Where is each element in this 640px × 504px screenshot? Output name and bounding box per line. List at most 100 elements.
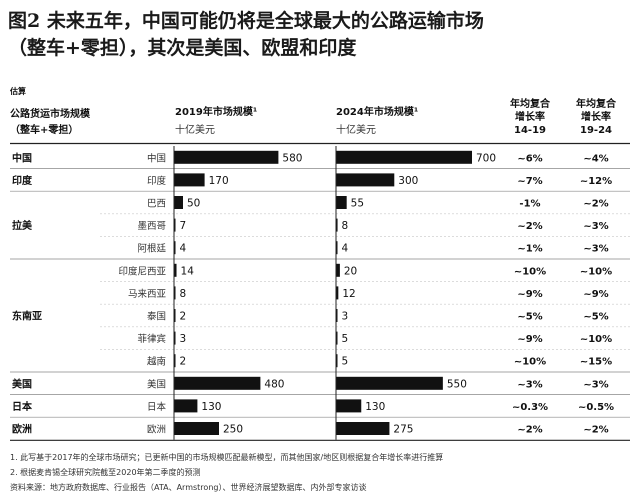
cagr-19-24-value: ~2% xyxy=(583,199,608,210)
category-label: 越南 xyxy=(147,356,166,368)
group-label: 美国 xyxy=(12,377,32,390)
cagr-14-19-value: ~7% xyxy=(517,176,542,187)
group-label: 拉美 xyxy=(12,219,33,232)
cagr-14-19-value: ~9% xyxy=(517,334,542,345)
cagr-19-24-value: ~5% xyxy=(583,312,608,323)
cagr-14-19-value: ~1% xyxy=(517,244,542,255)
bar-2019 xyxy=(174,286,176,300)
data-label-2024: 5 xyxy=(342,356,349,368)
data-label-2024: 20 xyxy=(344,265,357,277)
estimate-label: 估算 xyxy=(10,87,26,96)
data-label-2024: 550 xyxy=(447,378,467,390)
bar-2019 xyxy=(174,241,176,255)
cagr-19-24-value: ~12% xyxy=(580,176,612,187)
bar-2024 xyxy=(336,173,395,187)
bar-2024 xyxy=(336,422,390,435)
data-label-2024: 8 xyxy=(342,220,349,232)
bar-2019 xyxy=(174,331,176,345)
cagr-14-19-value: ~10% xyxy=(514,266,546,277)
group-label: 印度 xyxy=(12,174,33,187)
col-2024-unit: 十亿美元 xyxy=(336,125,376,136)
data-label-2019: 8 xyxy=(180,288,187,300)
bar-2019 xyxy=(174,150,279,164)
cagr-14-19-value: ~10% xyxy=(514,357,546,368)
cagr-19-24-line3: 19-24 xyxy=(580,125,612,136)
data-label-2019: 3 xyxy=(180,333,187,345)
category-label: 泰国 xyxy=(147,311,166,323)
bar-2024 xyxy=(336,309,338,322)
cagr-14-19-header: 年均复合 增长率 14-19 xyxy=(500,98,560,137)
category-label: 墨西哥 xyxy=(137,221,166,232)
data-label-2024: 55 xyxy=(351,198,364,210)
data-label-2024: 275 xyxy=(393,424,413,436)
chart-title-line1: 图2 未来五年，中国可能仍将是全球最大的公路运输市场 xyxy=(8,10,484,32)
bar-2019 xyxy=(174,218,176,232)
data-label-2024: 3 xyxy=(342,311,349,323)
category-label: 菲律宾 xyxy=(137,333,166,345)
bar-2024 xyxy=(336,354,338,368)
bar-2024 xyxy=(336,196,347,209)
cagr-14-19-value: ~9% xyxy=(517,289,542,300)
cagr-19-24-value: ~9% xyxy=(583,289,608,300)
data-label-2019: 7 xyxy=(180,220,187,232)
bar-2019 xyxy=(174,422,219,435)
category-label: 日本 xyxy=(147,401,167,413)
bar-2024 xyxy=(336,399,362,413)
data-label-2019: 2 xyxy=(180,356,187,368)
cagr-19-24-value: ~2% xyxy=(583,425,608,436)
group-label: 欧洲 xyxy=(12,423,32,436)
cagr-19-24-value: ~10% xyxy=(580,334,612,345)
category-label: 印度尼西亚 xyxy=(118,265,166,277)
data-label-2019: 480 xyxy=(264,378,284,390)
category-label: 欧洲 xyxy=(147,424,166,436)
bar-2019 xyxy=(174,354,176,368)
cagr-19-24-value: ~3% xyxy=(583,379,608,390)
cagr-14-19-line3: 14-19 xyxy=(514,125,546,136)
cagr-19-24-value: ~3% xyxy=(583,244,608,255)
cagr-14-19-value: -1% xyxy=(519,199,540,210)
category-label: 阿根廷 xyxy=(137,243,166,255)
data-label-2024: 12 xyxy=(342,288,355,300)
footnote-1: 1. 此写基于2017年的全球市场研究；已更新中国的市场规模匹配最新模型，而其他… xyxy=(10,453,444,462)
cagr-19-24-line2: 增长率 xyxy=(581,112,611,123)
group-label: 东南亚 xyxy=(12,310,42,323)
cagr-19-24-line1: 年均复合 xyxy=(576,99,616,110)
data-label-2019: 170 xyxy=(209,175,229,187)
bar-2019 xyxy=(174,376,261,390)
chart-title-line2: （整车+零担），其次是美国、欧盟和印度 xyxy=(8,37,357,59)
col-2024-title: 2024年市场规模¹ xyxy=(336,107,419,118)
cagr-19-24-value: ~15% xyxy=(580,357,612,368)
bar-2019 xyxy=(174,173,205,187)
group-label: 中国 xyxy=(12,151,32,164)
bar-2024 xyxy=(336,241,338,255)
bar-2019 xyxy=(174,196,183,209)
cagr-19-24-value: ~10% xyxy=(580,266,612,277)
footnote-2: 2. 根据麦肯锡全球研究院截至2020年第二季度的预测 xyxy=(10,468,201,477)
bar-2019 xyxy=(174,399,198,413)
cagr-19-24-value: ~3% xyxy=(583,221,608,232)
chart-title: 图2 未来五年，中国可能仍将是全球最大的公路运输市场 （整车+零担），其次是美国… xyxy=(8,8,632,62)
cagr-14-19-value: ~6% xyxy=(517,153,542,164)
data-label-2019: 50 xyxy=(187,198,200,210)
cagr-14-19-value: ~0.3% xyxy=(512,402,548,413)
bar-2024 xyxy=(336,263,340,277)
data-label-2024: 700 xyxy=(476,152,496,164)
data-label-2019: 250 xyxy=(223,424,243,436)
data-label-2019: 2 xyxy=(180,311,187,323)
cagr-14-19-value: ~3% xyxy=(517,379,542,390)
market-label-line1: 公路货运市场规模 xyxy=(10,109,90,120)
market-label-line2: （整车+零担） xyxy=(10,125,79,136)
category-label: 马来西亚 xyxy=(128,289,167,300)
cagr-14-19-value: ~2% xyxy=(517,425,542,436)
category-label: 巴西 xyxy=(147,199,166,210)
data-label-2024: 5 xyxy=(342,333,349,345)
group-label: 日本 xyxy=(12,400,33,413)
bar-2024 xyxy=(336,150,472,164)
bar-2024 xyxy=(336,286,339,300)
data-label-2019: 580 xyxy=(282,152,302,164)
cagr-19-24-header: 年均复合 增长率 19-24 xyxy=(566,98,626,137)
cagr-14-19-value: ~2% xyxy=(517,221,542,232)
category-label: 美国 xyxy=(147,378,166,390)
bar-2024 xyxy=(336,376,443,390)
